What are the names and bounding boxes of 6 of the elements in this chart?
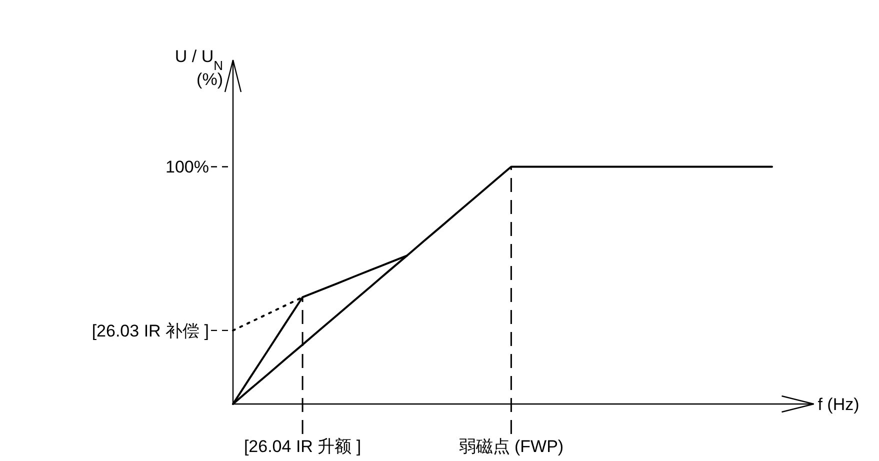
ref-line-label: [26.03 IR 补偿 ] bbox=[92, 321, 209, 340]
x-axis-title: f (Hz) bbox=[818, 395, 860, 414]
x-tick-label: 弱磁点 (FWP) bbox=[458, 437, 564, 456]
y-axis-title: U / U$_{N}$ (%) bbox=[174, 47, 223, 89]
ref-line-label: 100% bbox=[166, 158, 209, 177]
x-tick-label: [26.04 IR 升额 ] bbox=[244, 437, 362, 456]
